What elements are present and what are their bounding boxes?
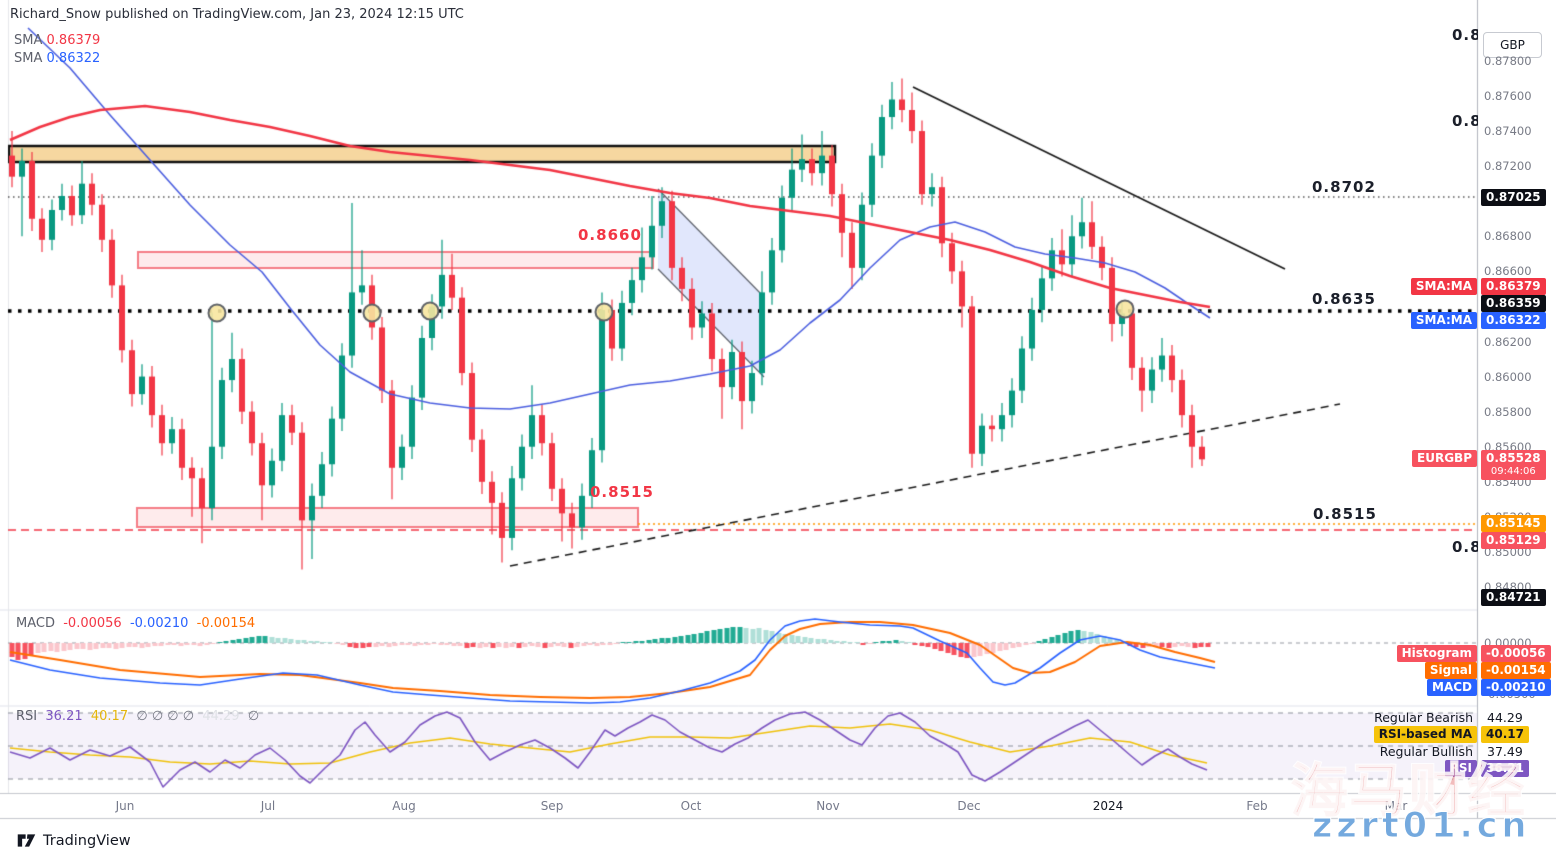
bar-countdown: 09:44:06 — [1490, 466, 1536, 477]
rsi-ma-axis-label: RSI-based MA — [1373, 726, 1477, 743]
tradingview-logo-text: TradingView — [43, 832, 131, 849]
sma2-value: 0.86322 — [46, 51, 101, 66]
sma-red-axis-value: 0.86379 — [1481, 278, 1546, 295]
time-tick-Feb: Feb — [1246, 799, 1268, 813]
time-tick-2024: 2024 — [1092, 799, 1124, 813]
tradingview-logo[interactable]: TradingView — [16, 830, 131, 851]
annotation-8660: 0.8660 — [578, 226, 642, 244]
price-badge-84721: 0.84721 — [1481, 589, 1546, 606]
regular-bearish-value: 44.29 — [1487, 710, 1523, 725]
macd-legend-signal: -0.00154 — [196, 616, 256, 631]
time-axis[interactable] — [0, 793, 1556, 818]
time-tick-Jun: Jun — [115, 799, 135, 813]
time-tick-Oct: Oct — [680, 799, 702, 813]
signal-axis-label: Signal — [1424, 662, 1477, 679]
annotation-8702: 0.8702 — [1312, 178, 1376, 196]
rsi-axis-label: RSI — [1444, 760, 1477, 777]
rsi-legend-zero2: ∅ — [247, 709, 260, 724]
price-tick: 0.86000 — [1484, 369, 1532, 384]
price-badge-85129: 0.85129 — [1481, 532, 1546, 549]
price-tick: 0.86800 — [1484, 229, 1532, 244]
time-tick-Aug: Aug — [392, 799, 416, 813]
rsi-axis-value: 36.21 — [1481, 760, 1529, 777]
macd-axis-value: -0.00210 — [1481, 679, 1551, 696]
macd-legend-hist: -0.00056 — [63, 616, 122, 631]
rsi-legend-zeros: ∅ ∅ ∅ ∅ — [136, 709, 195, 724]
price-tick: 0.87400 — [1484, 124, 1532, 139]
last-price-badge: 0.85528 09:44:06 — [1481, 450, 1546, 480]
price-tick: 0.85800 — [1484, 404, 1532, 419]
macd-axis-label: MACD — [1427, 679, 1477, 696]
price-tick: 0.87800 — [1484, 53, 1532, 68]
sma-red-axis-label: SMA:MA — [1410, 278, 1477, 295]
time-tick-Jul: Jul — [260, 799, 276, 813]
macd-legend-macd: -0.00210 — [129, 616, 189, 631]
signal-axis-value: -0.00154 — [1481, 662, 1551, 679]
rsi-legend-label: RSI — [16, 709, 38, 724]
sma-legend-2[interactable]: SMA 0.86322 — [14, 51, 100, 66]
regular-bullish-label: Regular Bullish — [1379, 744, 1473, 759]
time-tick-Dec: Dec — [957, 799, 981, 813]
sma1-value: 0.86379 — [46, 33, 101, 48]
histogram-axis-value: -0.00056 — [1481, 645, 1551, 662]
clipped-annotation-3: 0.8 — [1452, 538, 1478, 552]
macd-legend-label: MACD — [16, 616, 55, 631]
regular-bearish-label: Regular Bearish — [1374, 710, 1473, 725]
annotation-8515-mid: 0.8515 — [590, 483, 654, 501]
clipped-annotation-2: 0.8 — [1452, 112, 1478, 126]
rsi-legend-bearish: 44.29 — [202, 709, 240, 724]
sma-legend-1[interactable]: SMA 0.86379 — [14, 33, 100, 48]
rsi-legend-value: 36.21 — [45, 709, 83, 724]
annotation-8515-right: 0.8515 — [1313, 505, 1377, 523]
macd-legend[interactable]: MACD -0.00056 -0.00210 -0.00154 — [16, 616, 255, 631]
price-badge-85145: 0.85145 — [1481, 515, 1546, 532]
annotation-8635: 0.8635 — [1312, 290, 1376, 308]
clipped-annotation-1: 0.8 — [1452, 26, 1478, 40]
price-tick: 0.86200 — [1484, 334, 1532, 349]
price-tick: 0.87600 — [1484, 89, 1532, 103]
price-tick: 0.87200 — [1484, 159, 1532, 174]
sma-blue-axis-label: SMA:MA — [1410, 312, 1477, 329]
price-badge-87025: 0.87025 — [1481, 189, 1546, 206]
rsi-ma-axis-value: 40.17 — [1481, 726, 1529, 743]
sma-blue-axis-value: 0.86322 — [1481, 312, 1546, 329]
symbol-axis-label: EURGBP — [1412, 450, 1477, 467]
tradingview-logo-icon — [17, 834, 36, 847]
histogram-axis-label: Histogram — [1396, 645, 1477, 662]
sma1-label: SMA — [14, 33, 43, 48]
rsi-ma-legend-value: 40.17 — [90, 709, 129, 724]
time-tick-Mar: Mar — [1384, 799, 1408, 813]
rsi-legend[interactable]: RSI 36.21 40.17 ∅ ∅ ∅ ∅ 44.29 ∅ — [16, 709, 259, 724]
price-tick: 0.86600 — [1484, 264, 1532, 279]
time-tick-Sep: Sep — [540, 799, 564, 813]
currency-toggle-button[interactable]: GBP — [1483, 32, 1542, 58]
price-badge-86359: 0.86359 — [1481, 295, 1546, 312]
time-tick-Nov: Nov — [816, 799, 840, 813]
publish-note: Richard_Snow published on TradingView.co… — [10, 7, 464, 22]
regular-bullish-value: 37.49 — [1487, 744, 1523, 759]
sma2-label: SMA — [14, 51, 43, 66]
last-price-value: 0.85528 — [1486, 451, 1541, 465]
